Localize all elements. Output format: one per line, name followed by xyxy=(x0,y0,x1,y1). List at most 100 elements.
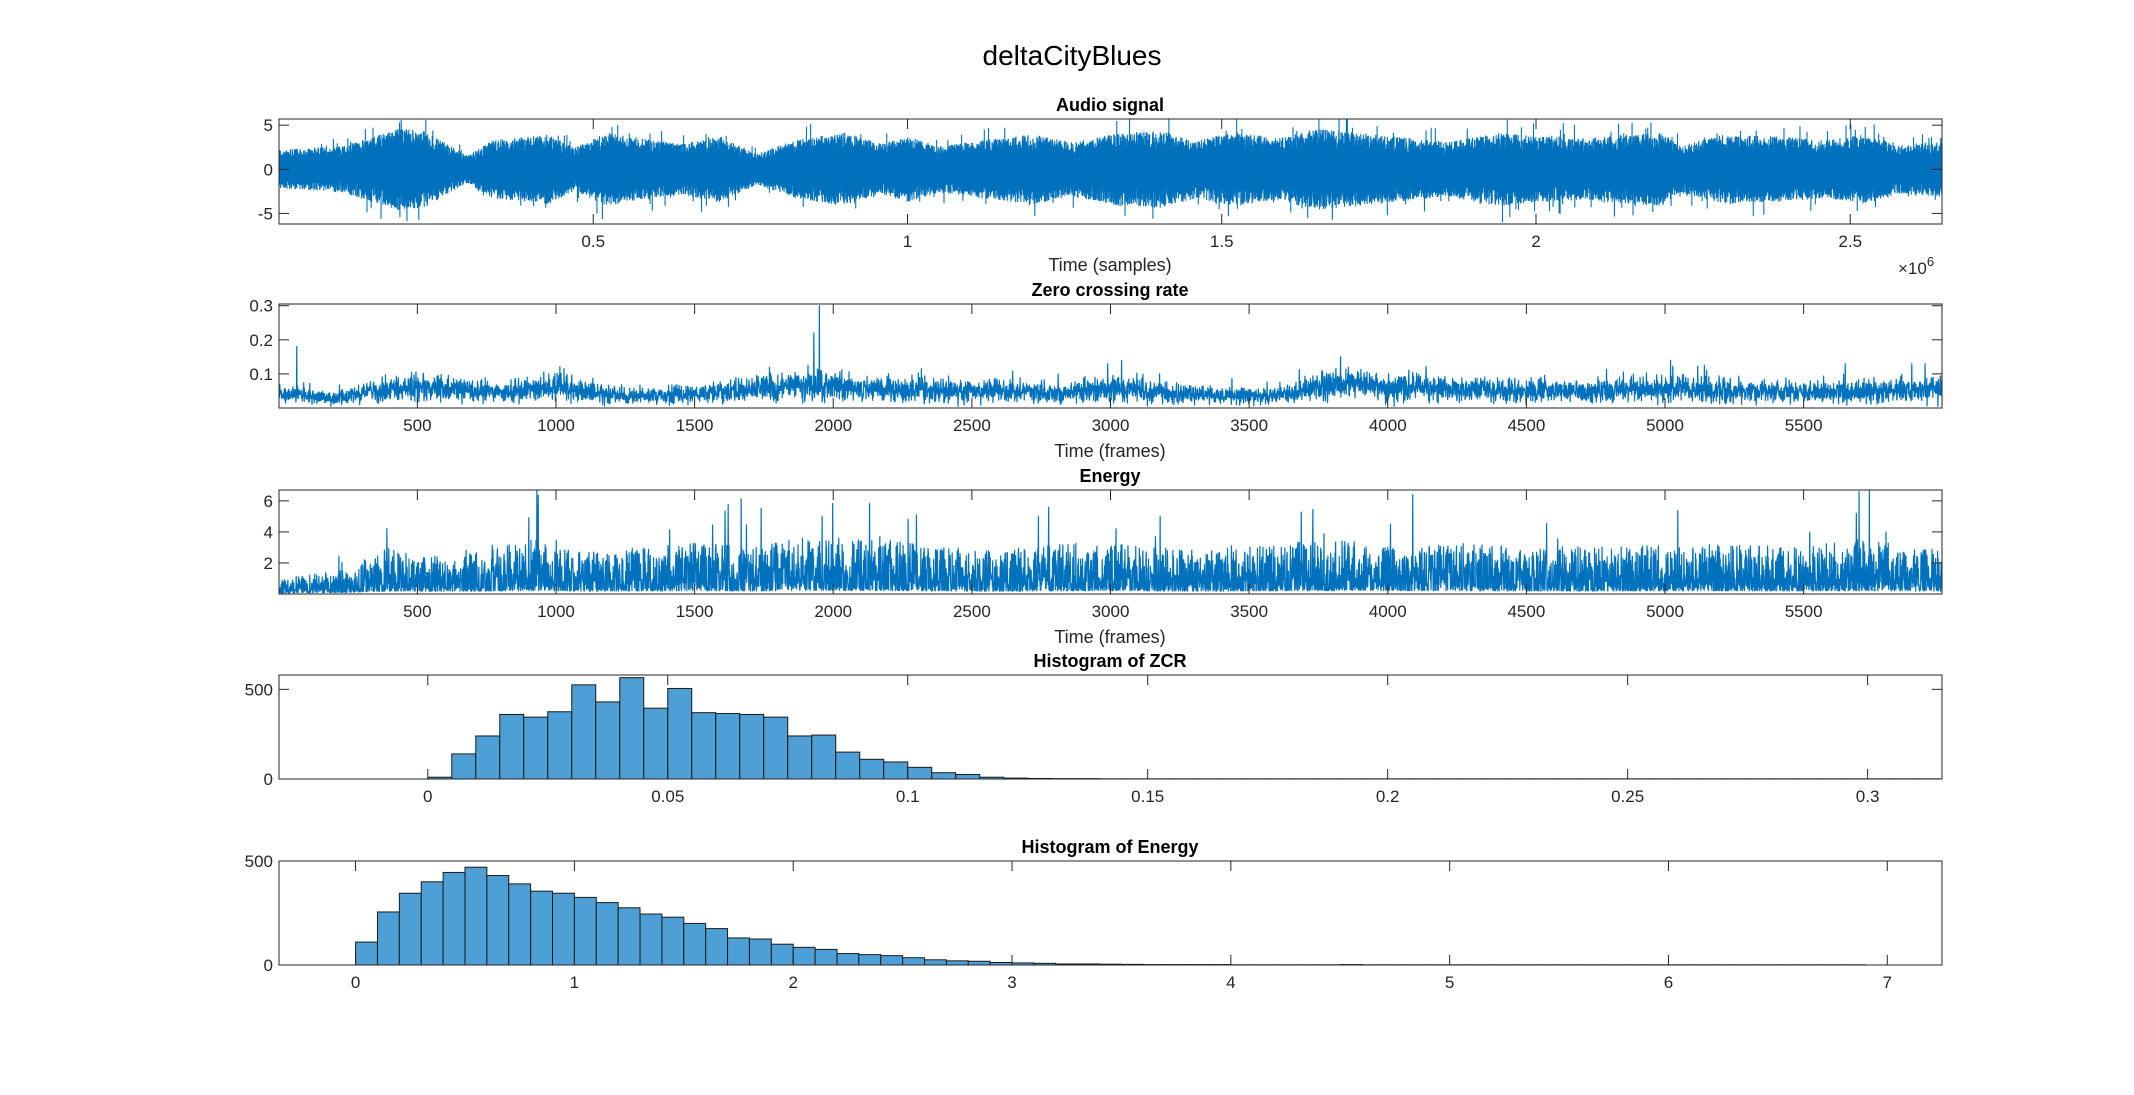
hist_energy-bar xyxy=(355,941,378,965)
hist_energy-bar xyxy=(748,938,772,965)
energy-xtick-label: 1500 xyxy=(676,602,714,621)
hist_zcr-xtick-label: 0.15 xyxy=(1131,787,1164,806)
hist_energy-bar xyxy=(924,959,947,965)
hist_energy-xtick-label: 2 xyxy=(788,973,797,992)
hist_zcr-bar xyxy=(715,713,741,779)
energy-histogram-axes: Histogram of Energy 0 1 2 3 4 5 6 7 0 500 xyxy=(245,837,1943,992)
energy-series-line xyxy=(279,490,1942,594)
hist_energy-bar xyxy=(727,937,750,965)
audio-ytick-label: 0 xyxy=(264,160,273,179)
hist_energy-xtick-label: 1 xyxy=(570,973,579,992)
energy-xtick-label: 4500 xyxy=(1507,602,1545,621)
hist_zcr-axes-box xyxy=(278,674,1943,780)
energy-xtick-label: 3000 xyxy=(1092,602,1130,621)
energy-xtick-label: 3500 xyxy=(1230,602,1268,621)
hist_energy-bar xyxy=(639,913,663,965)
zcr-ytick-label: 0.2 xyxy=(249,331,273,350)
audio-xtick-label: 1 xyxy=(903,232,912,251)
audio-marks xyxy=(279,119,1942,223)
hist_zcr-bar xyxy=(691,712,717,779)
hist_energy-bar xyxy=(858,954,882,965)
hist_energy-bar xyxy=(705,928,729,965)
hist_energy-bar xyxy=(486,875,510,965)
hist_zcr-ytick-label: 500 xyxy=(245,680,273,699)
hist_energy-bar xyxy=(770,943,794,965)
hist_energy-bar xyxy=(595,902,619,965)
audio-signal-title: Audio signal xyxy=(1056,95,1164,115)
zcr-marks xyxy=(279,305,1942,407)
hist_energy-bar xyxy=(945,960,969,965)
hist_energy-xtick-label: 5 xyxy=(1445,973,1454,992)
hist_zcr-bar xyxy=(667,687,693,779)
energy-ytick-label: 6 xyxy=(264,492,273,511)
hist_zcr-bar xyxy=(499,713,525,779)
zcr-xlabel: Time (frames) xyxy=(1054,441,1165,461)
hist_energy-bar xyxy=(420,881,444,965)
hist_zcr-bar xyxy=(643,707,669,779)
hist_energy-bar xyxy=(792,946,816,965)
zcr-xtick-label: 500 xyxy=(403,416,431,435)
audio-signal-plot-area: 0.5 1 1.5 2 2.5 -5 0 5 xyxy=(258,116,1943,251)
hist_energy-bar xyxy=(464,866,488,965)
hist_energy-bar xyxy=(508,883,532,965)
hist_energy-xtick-label: 6 xyxy=(1664,973,1673,992)
hist_zcr-xtick-label: 0.2 xyxy=(1376,787,1400,806)
x-exponent-power: 6 xyxy=(1927,254,1934,269)
hist_energy-xtick-label: 4 xyxy=(1226,973,1235,992)
hist_zcr-bar xyxy=(451,753,477,779)
energy-marks xyxy=(279,490,1942,594)
zcr-title: Zero crossing rate xyxy=(1031,280,1188,300)
hist_energy-xtick-label: 0 xyxy=(351,973,360,992)
hist_zcr-xtick-label: 0.3 xyxy=(1856,787,1880,806)
audio-ytick-label: -5 xyxy=(258,204,273,223)
zcr-histogram-plot-area: 0 0.05 0.1 0.15 0.2 0.25 0.3 0 500 xyxy=(245,674,1943,806)
energy-xlabel: Time (frames) xyxy=(1054,627,1165,647)
audio-ytick-label: 5 xyxy=(264,116,273,135)
zcr-xtick-label: 2500 xyxy=(953,416,991,435)
hist_energy-bar xyxy=(814,948,838,965)
hist_zcr-bar xyxy=(787,735,813,779)
hist_zcr-bar xyxy=(523,716,549,779)
hist_zcr-xtick-label: 0.1 xyxy=(896,787,920,806)
audio-xtick-label: 1.5 xyxy=(1210,232,1234,251)
x-exponent-base: ×10 xyxy=(1898,259,1927,278)
audio-signal-x-exponent: ×106 xyxy=(1898,254,1934,278)
energy-xtick-label: 5500 xyxy=(1785,602,1823,621)
zcr-xtick-label: 1000 xyxy=(537,416,575,435)
zcr-ytick-label: 0.3 xyxy=(249,297,273,316)
zcr-xtick-label: 4500 xyxy=(1507,416,1545,435)
audio-signal-axes: Audio signal 0.5 1 1.5 2 2.5 -5 0 5 Time (sampl… xyxy=(258,95,1943,278)
hist_zcr-bar xyxy=(955,774,981,779)
hist_energy-bar xyxy=(552,892,575,965)
zcr-xtick-label: 3000 xyxy=(1092,416,1130,435)
audio-axes-box xyxy=(278,118,1943,225)
hist_zcr-bar xyxy=(475,735,501,779)
energy-plot-area: 500 1000 1500 2000 2500 3000 3500 4000 4500 5000 5… xyxy=(264,489,1943,621)
energy-xtick-label: 5000 xyxy=(1646,602,1684,621)
energy-axes: Energy 500 1000 1500 2000 2500 3000 3500 4000 45… xyxy=(264,466,1943,647)
hist_energy-ytick-label: 0 xyxy=(264,956,273,975)
hist_energy-bar xyxy=(376,911,400,965)
hist_energy-bar xyxy=(661,916,685,965)
energy-xtick-label: 1000 xyxy=(537,602,575,621)
hist_zcr-xtick-label: 0.05 xyxy=(651,787,684,806)
hist_energy-bar xyxy=(902,957,926,965)
hist_zcr-ytick-label: 0 xyxy=(264,770,273,789)
figure-title: deltaCityBlues xyxy=(983,40,1162,71)
hist_energy-bar xyxy=(398,892,422,965)
energy-histogram-plot-area: 0 1 2 3 4 5 6 7 0 500 xyxy=(245,852,1943,992)
zcr-series-line xyxy=(279,305,1942,407)
energy-xtick-label: 500 xyxy=(403,602,431,621)
hist_energy-bar xyxy=(967,960,991,965)
hist_energy-axes-box xyxy=(278,860,1943,966)
zcr-axes: Zero crossing rate 500 1000 1500 2000 2500 30… xyxy=(249,280,1943,461)
hist_zcr-bar xyxy=(763,716,789,779)
audio-waveform xyxy=(279,119,1942,223)
hist_energy-xtick-label: 3 xyxy=(1007,973,1016,992)
zcr-histogram-title: Histogram of ZCR xyxy=(1034,651,1187,671)
energy-histogram-title: Histogram of Energy xyxy=(1021,837,1198,857)
hist_zcr-bar xyxy=(811,734,837,779)
zcr-xtick-label: 4000 xyxy=(1369,416,1407,435)
energy-xtick-label: 2500 xyxy=(953,602,991,621)
